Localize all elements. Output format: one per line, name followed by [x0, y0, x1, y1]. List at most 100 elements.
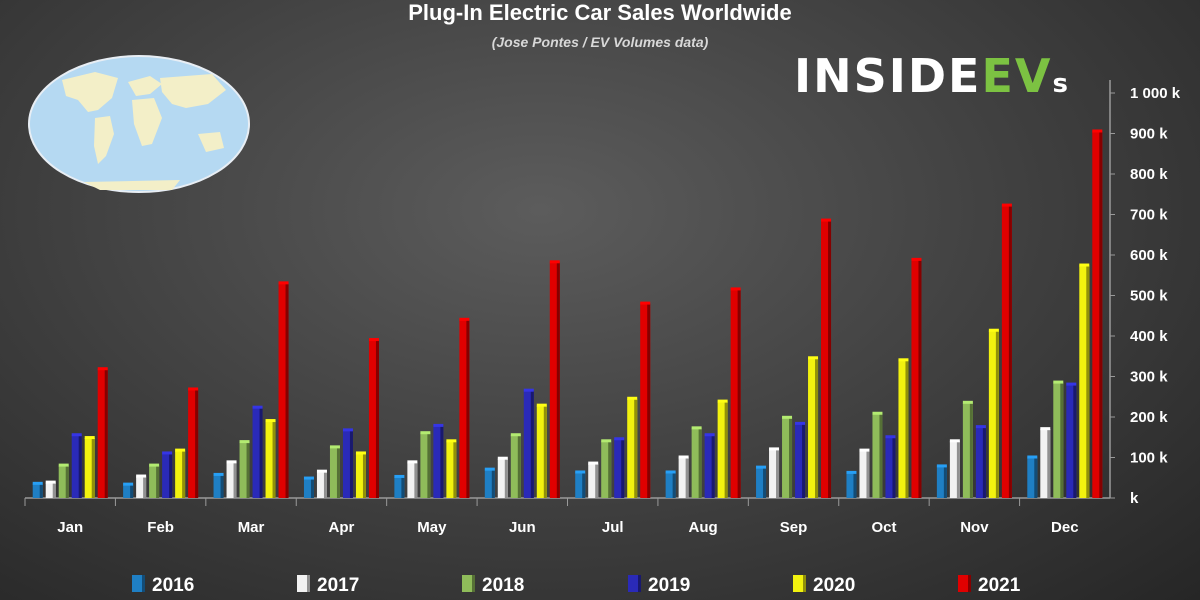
bar-2017-Nov: [949, 439, 960, 498]
bar-side: [595, 463, 599, 498]
bar-top: [71, 433, 82, 437]
bar-front: [575, 472, 586, 498]
bar-2016-Sep: [756, 465, 767, 498]
bar-side: [995, 330, 999, 498]
bar-side: [1047, 429, 1051, 498]
bar-front: [420, 433, 431, 498]
bar-side: [91, 438, 95, 498]
legend-swatch-side: [142, 575, 145, 592]
y-tick-label: 600 k: [1130, 247, 1168, 264]
bar-top: [949, 439, 960, 443]
legend-label: 2017: [317, 575, 359, 596]
bar-front: [278, 283, 289, 498]
bar-side: [246, 442, 250, 498]
bar-top: [303, 476, 314, 480]
bar-side: [169, 453, 173, 498]
bar-2020-Jun: [536, 403, 547, 498]
bar-side: [582, 472, 586, 498]
bar-top: [58, 463, 69, 467]
bar-front: [136, 476, 147, 498]
bar-top: [84, 436, 95, 440]
legend-swatch: [462, 575, 475, 592]
bar-side: [1099, 131, 1103, 498]
x-axis: Jan Feb Mar Apr May Jun Jul Aug Sep Oct Nov Dec: [24, 498, 1079, 536]
bar-side: [39, 483, 43, 498]
y-tick-label: 1 000 k: [1130, 85, 1181, 102]
bar-side: [853, 472, 857, 498]
bar-2017-Feb: [136, 474, 147, 498]
bar-side: [323, 471, 327, 498]
bar-side: [789, 417, 793, 498]
bar-2019-Jun: [523, 388, 534, 498]
bar-2017-Aug: [678, 455, 689, 498]
bar-front: [691, 428, 702, 498]
bar-top: [523, 388, 534, 392]
bar-front: [329, 447, 340, 498]
bar-side: [956, 441, 960, 498]
bar-side: [1060, 382, 1064, 498]
bar-top: [782, 415, 793, 419]
bar-side: [918, 259, 922, 498]
bar-side: [285, 283, 289, 498]
legend-label: 2020: [813, 575, 855, 596]
bar-top: [936, 464, 947, 468]
bar-side: [892, 437, 896, 498]
bar-front: [898, 360, 909, 498]
bar-side: [815, 358, 819, 498]
bar-side: [724, 401, 728, 498]
bar-2019-Nov: [975, 425, 986, 498]
bar-top: [433, 423, 444, 427]
bar-front: [45, 482, 56, 498]
bar-2021-Jun: [549, 260, 560, 498]
bar-top: [149, 463, 160, 467]
bar-top: [226, 460, 237, 464]
bar-top: [239, 440, 250, 444]
bar-2017-Jun: [497, 456, 508, 498]
bar-front: [730, 289, 741, 498]
x-tick-label: Apr: [329, 519, 355, 536]
bar-2020-Feb: [175, 448, 186, 498]
bar-front: [911, 259, 922, 498]
bar-side: [556, 262, 560, 498]
bar-front: [588, 463, 599, 498]
bar-side: [543, 405, 547, 498]
legend-swatch: [793, 575, 806, 592]
bar-2020-Jul: [627, 396, 638, 498]
bar-top: [329, 445, 340, 449]
bar-side: [427, 433, 431, 498]
bar-2017-Jan: [45, 480, 56, 498]
bar-2016-Aug: [665, 470, 676, 498]
bar-top: [188, 387, 199, 391]
bar-side: [698, 428, 702, 498]
bar-side: [220, 474, 224, 498]
bar-2018-Nov: [962, 400, 973, 498]
bar-2021-Sep: [821, 218, 832, 498]
bar-front: [962, 402, 973, 498]
bar-front: [872, 413, 883, 498]
bar-front: [162, 453, 173, 498]
bar-side: [375, 340, 379, 498]
bar-front: [1040, 429, 1051, 498]
bar-top: [821, 218, 832, 222]
bar-top: [394, 474, 405, 478]
bar-front: [84, 438, 95, 498]
bar-side: [608, 441, 612, 498]
bar-front: [58, 465, 69, 498]
bar-2021-Dec: [1092, 129, 1103, 498]
bar-side: [272, 421, 276, 498]
bar-2020-May: [446, 439, 457, 498]
bar-side: [414, 462, 418, 498]
bar-top: [45, 480, 56, 484]
bar-side: [621, 439, 625, 498]
bar-2017-Sep: [769, 447, 780, 498]
bar-top: [407, 460, 418, 464]
svg-text:INSIDEEVs: INSIDEEVs: [794, 49, 1070, 103]
bar-front: [769, 449, 780, 498]
legend-label: 2019: [648, 575, 690, 596]
bar-top: [484, 467, 495, 471]
x-tick-label: Feb: [147, 519, 174, 536]
bar-2020-Mar: [265, 419, 276, 498]
bar-top: [1040, 427, 1051, 431]
bar-2016-Oct: [846, 470, 857, 498]
legend: 2016 2017 2018 2019 2020 2021: [132, 575, 1021, 596]
